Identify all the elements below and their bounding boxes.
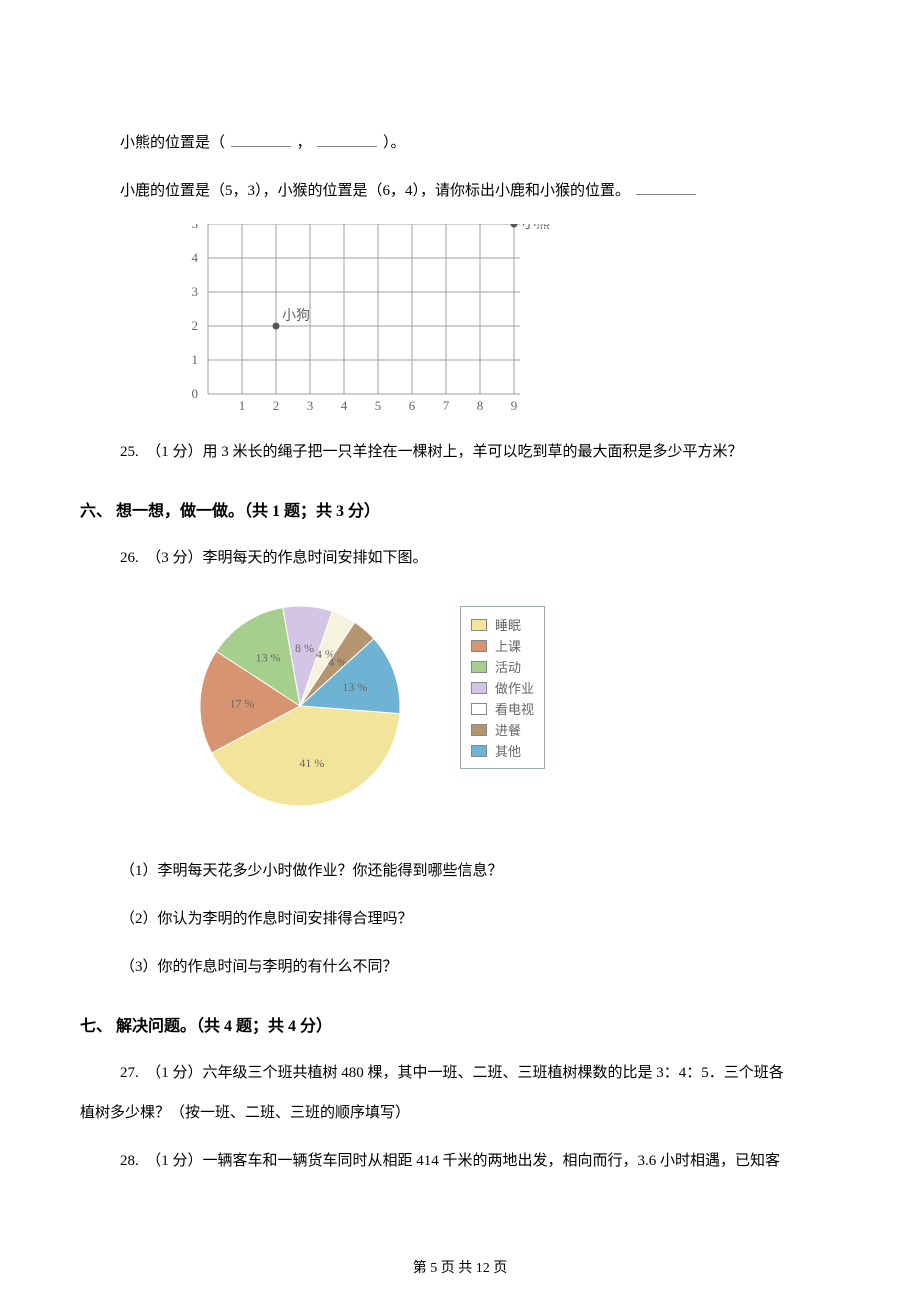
q28: 28. （1 分）一辆客车和一辆货车同时从相距 414 千米的两地出发，相向而行… — [120, 1146, 840, 1176]
legend-label: 活动 — [495, 657, 521, 676]
q26-sub3: （3）你的作息时间与李明的有什么不同？ — [120, 952, 840, 982]
section7-heading: 七、 解决问题。（共 4 题；共 4 分） — [80, 1012, 840, 1036]
legend-row: 做作业 — [471, 678, 534, 697]
svg-text:3: 3 — [192, 284, 199, 299]
svg-text:5: 5 — [192, 224, 199, 231]
svg-text:2: 2 — [273, 398, 280, 413]
footer-mid: 页 共 — [441, 1261, 476, 1276]
footer-total: 12 — [476, 1261, 490, 1276]
legend-row: 睡眠 — [471, 615, 534, 634]
pie-slice-label: 13 % — [256, 651, 281, 665]
blank[interactable] — [231, 133, 291, 147]
blank[interactable] — [636, 181, 696, 195]
legend-label: 上课 — [495, 636, 521, 655]
legend-swatch — [471, 682, 487, 694]
grid-point-label: 小狗 — [282, 308, 310, 324]
legend-row: 其他 — [471, 741, 534, 760]
svg-text:1: 1 — [239, 398, 246, 413]
legend-swatch — [471, 640, 487, 652]
legend-swatch — [471, 661, 487, 673]
legend-label: 看电视 — [495, 699, 534, 718]
grid-point — [511, 224, 518, 228]
svg-text:7: 7 — [443, 398, 450, 413]
page-footer: 第 5 页 共 12 页 — [0, 1257, 920, 1277]
q-intro-line2: 小鹿的位置是（5，3），小猴的位置是（6，4），请你标出小鹿和小猴的位置。 — [120, 176, 840, 206]
text: ）。 — [383, 135, 406, 151]
svg-text:2: 2 — [192, 318, 199, 333]
legend-swatch — [471, 724, 487, 736]
legend-swatch — [471, 703, 487, 715]
legend-swatch — [471, 745, 487, 757]
page: 小熊的位置是（ ， ）。 小鹿的位置是（5，3），小猴的位置是（6，4），请你标… — [0, 0, 920, 1302]
footer-prefix: 第 — [413, 1261, 431, 1276]
svg-text:3: 3 — [307, 398, 314, 413]
footer-suffix: 页 — [493, 1261, 507, 1276]
q27-b: 植树多少棵？（按一班、二班、三班的顺序填写） — [80, 1098, 840, 1128]
svg-text:5: 5 — [375, 398, 382, 413]
legend-row: 进餐 — [471, 720, 534, 739]
q26-sub2: （2）你认为李明的作息时间安排得合理吗？ — [120, 904, 840, 934]
svg-text:4: 4 — [192, 250, 199, 265]
pie-legend: 睡眠上课活动做作业看电视进餐其他 — [460, 606, 545, 769]
grid-point — [273, 323, 280, 330]
q26-sub1: （1）李明每天花多少小时做作业？你还能得到哪些信息？ — [120, 856, 840, 886]
q25: 25. （1 分）用 3 米长的绳子把一只羊拴在一棵树上，羊可以吃到草的最大面积… — [120, 437, 840, 467]
pie-slice-label: 13 % — [342, 680, 367, 694]
legend-label: 睡眠 — [495, 615, 521, 634]
legend-row: 上课 — [471, 636, 534, 655]
svg-text:1: 1 — [192, 352, 199, 367]
legend-row: 看电视 — [471, 699, 534, 718]
legend-label: 进餐 — [495, 720, 521, 739]
grid-svg: 0123456123456789小狗小熊 — [180, 224, 550, 414]
pie-slice-label: 41 % — [299, 756, 324, 770]
legend-label: 做作业 — [495, 678, 534, 697]
q-intro-line1: 小熊的位置是（ ， ）。 — [120, 128, 840, 158]
legend-label: 其他 — [495, 741, 521, 760]
svg-text:0: 0 — [192, 386, 199, 401]
q26-intro: 26. （3 分）李明每天的作息时间安排如下图。 — [120, 543, 840, 573]
grid-figure: 0123456123456789小狗小熊 — [180, 224, 840, 419]
legend-swatch — [471, 619, 487, 631]
footer-current: 5 — [430, 1261, 437, 1276]
svg-text:4: 4 — [341, 398, 348, 413]
pie-svg: 8 %4 %4 %13 %41 %17 %13 % — [180, 591, 420, 826]
svg-text:6: 6 — [409, 398, 416, 413]
svg-text:8: 8 — [477, 398, 484, 413]
pie-slice-label: 8 % — [295, 641, 314, 655]
blank[interactable] — [317, 133, 377, 147]
text: 小熊的位置是（ — [120, 135, 225, 151]
section6-heading: 六、 想一想，做一做。（共 1 题；共 3 分） — [80, 497, 840, 521]
text: ， — [297, 135, 312, 151]
legend-row: 活动 — [471, 657, 534, 676]
grid-point-label: 小熊 — [522, 224, 550, 232]
q27-a: 27. （1 分）六年级三个班共植树 480 棵，其中一班、二班、三班植树棵数的… — [120, 1058, 840, 1088]
pie-figure: 8 %4 %4 %13 %41 %17 %13 % 睡眠上课活动做作业看电视进餐… — [180, 591, 840, 826]
pie-slice-label: 17 % — [230, 696, 255, 710]
svg-text:9: 9 — [511, 398, 518, 413]
text: 小鹿的位置是（5，3），小猴的位置是（6，4），请你标出小鹿和小猴的位置。 — [120, 183, 630, 199]
